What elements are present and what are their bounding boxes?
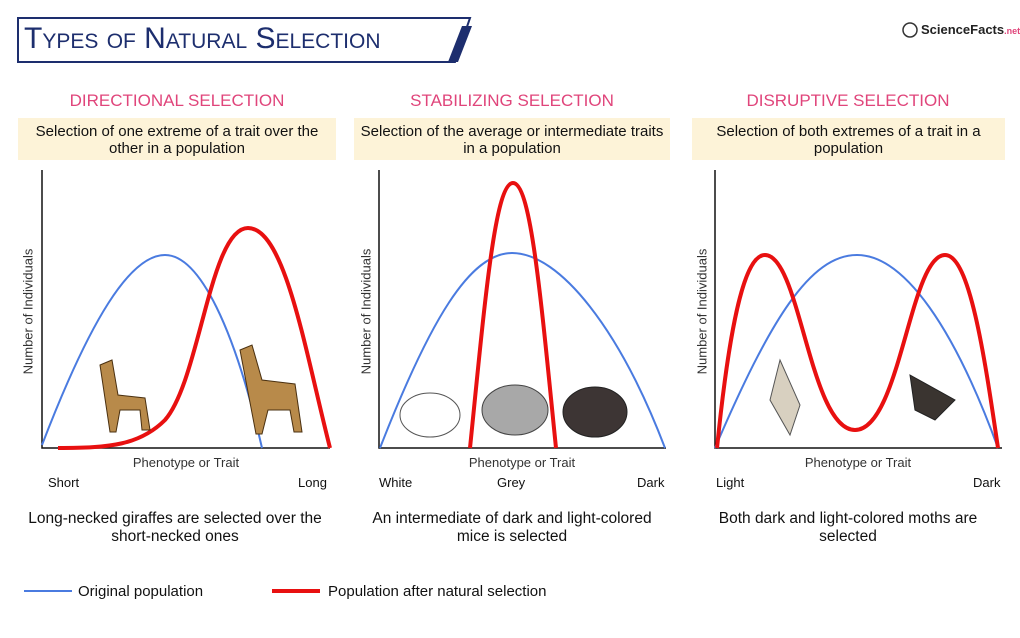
- legend-entry: Original population: [78, 583, 204, 600]
- description: Selection of both extremes of a trait in…: [692, 118, 1005, 160]
- y-axis-label: Number of Individuals: [358, 248, 374, 375]
- description: Selection of one extreme of a trait over…: [18, 118, 336, 160]
- x-end-label: Long: [298, 475, 327, 490]
- x-end-label: Short: [48, 475, 80, 490]
- caption: Both dark and light-colored moths are se…: [718, 510, 978, 545]
- x-axis-label: Phenotype or Trait: [468, 455, 576, 470]
- heading: DISRUPTIVE SELECTION: [746, 91, 950, 110]
- logo-icon: [902, 22, 918, 38]
- original-curves: [41, 251, 999, 449]
- x-end-label: Dark: [973, 475, 1001, 490]
- logo: ScienceFacts.net: [921, 22, 1020, 37]
- x-end-label: Dark: [637, 475, 665, 490]
- heading: DIRECTIONAL SELECTION: [69, 91, 285, 110]
- logo-text: ScienceFacts: [921, 22, 1005, 37]
- description: Selection of the average or intermediate…: [354, 118, 670, 160]
- y-axis-label: Number of Individuals: [20, 248, 36, 375]
- title: Types of Natural Selection: [24, 22, 381, 55]
- x-axis-label: Phenotype or Trait: [132, 455, 240, 470]
- title-accent: [448, 26, 472, 62]
- legend-entry: Population after natural selection: [328, 583, 547, 600]
- y-axis-label: Number of Individuals: [694, 248, 710, 375]
- logo-suffix: .net: [1004, 26, 1020, 36]
- selected-curves: [57, 180, 1000, 450]
- x-end-label: Grey: [497, 475, 526, 490]
- x-end-label: White: [379, 475, 413, 490]
- x-end-label: Light: [716, 475, 745, 490]
- heading: STABILIZING SELECTION: [410, 91, 614, 110]
- animal-icons: [99, 344, 956, 438]
- caption: Long-necked giraffes are selected over t…: [28, 510, 322, 545]
- caption: An intermediate of dark and light-colore…: [372, 510, 652, 545]
- x-axis-label: Phenotype or Trait: [804, 455, 912, 470]
